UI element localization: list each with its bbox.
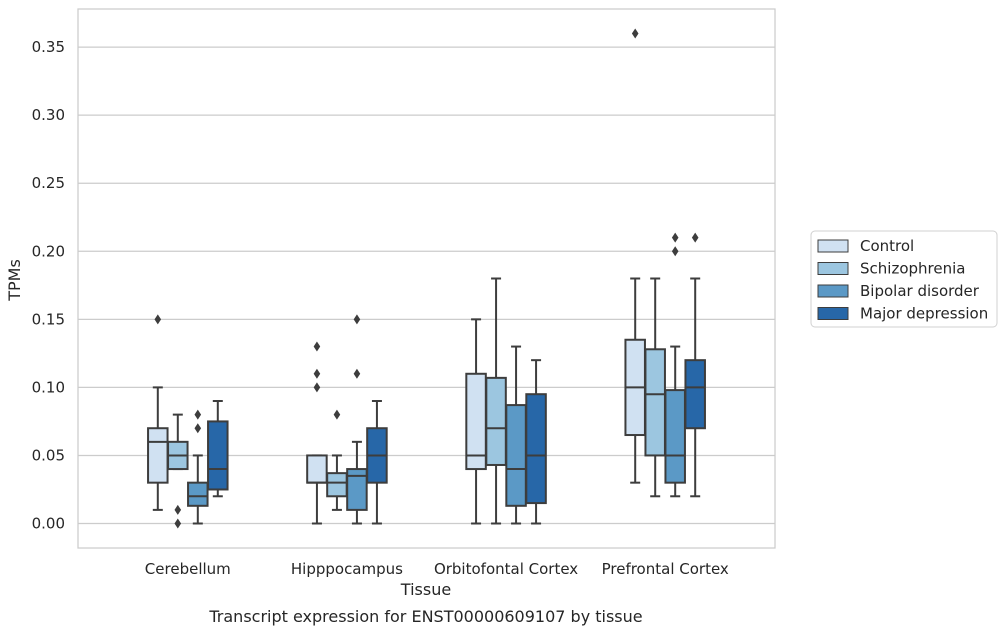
outlier-point xyxy=(194,409,202,420)
box-iqr xyxy=(644,348,666,457)
outlier-point xyxy=(333,409,341,420)
legend-label: Major depression xyxy=(860,305,988,323)
x-tick-label: Prefrontal Cortex xyxy=(602,560,729,578)
x-tick-label: Orbitofontal Cortex xyxy=(434,560,578,578)
box-major-depression xyxy=(684,232,706,498)
outlier-point xyxy=(154,314,162,325)
box-bipolar-disorder xyxy=(187,409,209,525)
box-schizophrenia xyxy=(485,277,507,525)
box-schizophrenia xyxy=(326,409,348,511)
outlier-point xyxy=(174,504,182,515)
legend-label: Control xyxy=(860,237,914,255)
y-tick-label: 0.35 xyxy=(32,38,65,56)
y-tick-label: 0.10 xyxy=(32,378,65,396)
box-iqr xyxy=(346,468,368,511)
x-tick-label: Hipppocampus xyxy=(291,560,403,578)
y-tick-label: 0.15 xyxy=(32,310,65,328)
legend: Control Schizophrenia Bipolar disorder Majo… xyxy=(810,230,998,328)
outlier-point xyxy=(671,232,679,243)
box-control xyxy=(306,341,328,525)
outlier-point xyxy=(194,423,202,434)
legend-frame xyxy=(810,230,998,328)
chart-caption: Transcript expression for ENST0000060910… xyxy=(208,607,642,626)
outlier-point xyxy=(353,314,361,325)
y-tick-label: 0.00 xyxy=(32,515,65,533)
box-bipolar-disorder xyxy=(664,232,686,498)
box-control xyxy=(624,28,646,484)
x-axis-ticks: Cerebellum Hipppocampus Orbitofontal Corte… xyxy=(145,560,729,578)
box-iqr xyxy=(525,393,547,505)
box-schizophrenia xyxy=(644,277,666,498)
box-iqr xyxy=(306,454,328,484)
y-tick-label: 0.20 xyxy=(32,242,65,260)
outlier-point xyxy=(174,518,182,529)
box-bipolar-disorder xyxy=(505,345,527,525)
x-axis-title: Tissue xyxy=(400,580,451,599)
box-control xyxy=(147,314,169,511)
legend-swatch xyxy=(817,284,849,298)
y-tick-label: 0.25 xyxy=(32,174,65,192)
box-major-depression xyxy=(207,400,229,498)
box-iqr xyxy=(505,404,527,507)
box-major-depression xyxy=(525,359,547,525)
box-iqr xyxy=(684,359,706,430)
box-bipolar-disorder xyxy=(346,314,368,525)
box-iqr xyxy=(187,481,209,507)
outlier-point xyxy=(631,28,639,39)
y-axis-ticks: 0.00 0.05 0.10 0.15 0.20 0.25 0.30 0.35 xyxy=(32,38,65,532)
legend-label: Bipolar disorder xyxy=(860,282,980,300)
y-axis-title: TPMs xyxy=(5,259,24,302)
box-control xyxy=(465,318,487,525)
x-tick-label: Cerebellum xyxy=(145,560,231,578)
plot-frame xyxy=(77,8,776,549)
outlier-point xyxy=(313,382,321,393)
outlier-point xyxy=(313,341,321,352)
box-iqr xyxy=(207,420,229,491)
outlier-point xyxy=(313,368,321,379)
legend-label: Schizophrenia xyxy=(860,260,965,278)
outlier-point xyxy=(691,232,699,243)
box-plot-series xyxy=(147,28,706,529)
legend-swatch xyxy=(817,307,849,320)
box-schizophrenia xyxy=(167,413,189,529)
legend-swatch xyxy=(817,262,849,275)
legend-swatch xyxy=(817,239,849,253)
box-major-depression xyxy=(366,400,388,525)
y-tick-label: 0.30 xyxy=(32,106,65,124)
box-iqr xyxy=(147,427,169,484)
box-iqr xyxy=(326,472,348,498)
box-iqr xyxy=(664,389,686,484)
outlier-point xyxy=(671,246,679,257)
y-tick-label: 0.05 xyxy=(32,446,65,464)
box-iqr xyxy=(485,376,507,466)
outlier-point xyxy=(353,368,361,379)
